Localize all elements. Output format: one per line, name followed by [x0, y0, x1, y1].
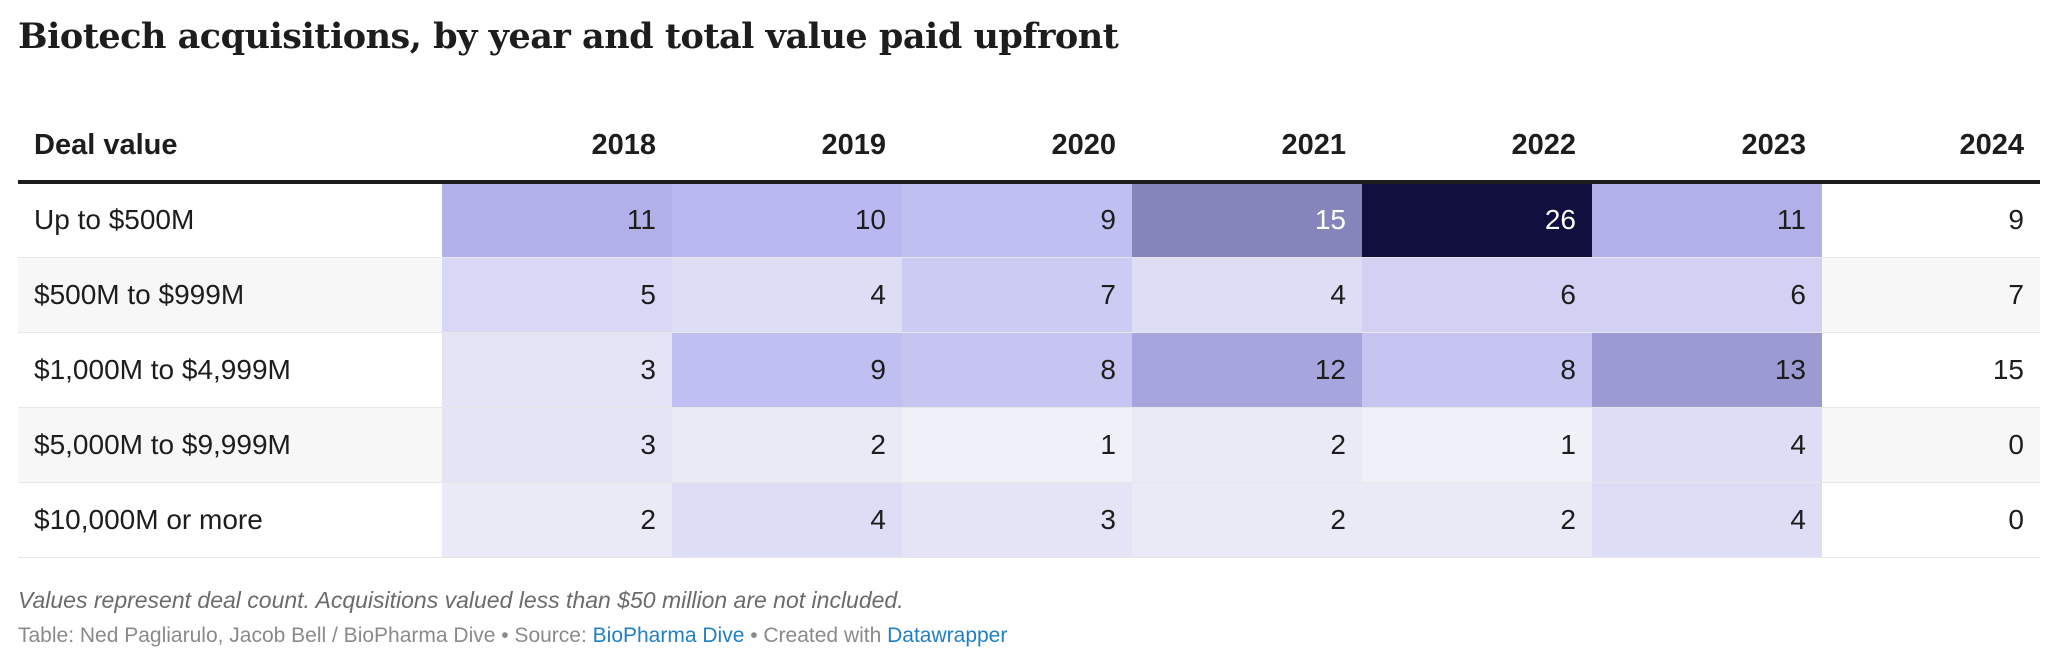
heat-cell: 1 [902, 407, 1132, 483]
created-with-text: • Created with [744, 624, 888, 647]
heat-cell: 15 [1132, 182, 1362, 258]
heatmap-table: Deal value 2018 2019 2020 2021 2022 2023… [18, 110, 2040, 558]
chart-notes: Values represent deal count. Acquisition… [18, 584, 2040, 654]
heat-cell: 12 [1132, 332, 1362, 408]
heat-cell: 4 [672, 482, 902, 558]
heat-cell: 2 [442, 482, 672, 558]
heat-cell: 11 [442, 182, 672, 258]
heat-cell: 2 [672, 407, 902, 483]
heat-cell: 4 [1592, 482, 1822, 558]
table-row: Up to $500M 11 10 9 15 26 11 9 [18, 182, 2040, 258]
heat-cell: 1 [1362, 407, 1592, 483]
heat-cell: 0 [1822, 407, 2040, 483]
row-label: $1,000M to $4,999M [18, 332, 442, 408]
heat-cell: 13 [1592, 332, 1822, 408]
credit-prefix: Table: Ned Pagliarulo, Jacob Bell / BioP… [18, 624, 593, 647]
table-body: Up to $500M 11 10 9 15 26 11 9 $500M to $999M 5 4 7… [18, 182, 2040, 558]
chart-title: Biotech acquisitions, by year and total … [18, 16, 1119, 57]
row-header: Deal value [18, 110, 442, 184]
row-label: $10,000M or more [18, 482, 442, 558]
chart-container: Biotech acquisitions, by year and total … [18, 14, 2040, 647]
table-row: $1,000M to $4,999M 3 9 8 12 8 13 15 [18, 332, 2040, 408]
heat-cell: 9 [1822, 182, 2040, 258]
table-row: $10,000M or more 2 4 3 2 2 4 0 [18, 482, 2040, 558]
heat-cell: 4 [1592, 407, 1822, 483]
row-label: $5,000M to $9,999M [18, 407, 442, 483]
heat-cell: 2 [1132, 407, 1362, 483]
heat-cell: 26 [1362, 182, 1592, 258]
heat-cell: 5 [442, 257, 672, 333]
heat-cell: 10 [672, 182, 902, 258]
heat-cell: 0 [1822, 482, 2040, 558]
column-header: 2018 [442, 110, 672, 184]
source-link[interactable]: BioPharma Dive [592, 624, 745, 647]
heat-cell: 3 [902, 482, 1132, 558]
heat-cell: 2 [1362, 482, 1592, 558]
heat-cell: 9 [672, 332, 902, 408]
heat-cell: 15 [1822, 332, 2040, 408]
heat-cell: 2 [1132, 482, 1362, 558]
heat-cell: 11 [1592, 182, 1822, 258]
description-note: Values represent deal count. Acquisition… [18, 587, 904, 613]
table-row: $5,000M to $9,999M 3 2 1 2 1 4 0 [18, 407, 2040, 483]
heat-cell: 7 [1822, 257, 2040, 333]
heat-cell: 9 [902, 182, 1132, 258]
heat-cell: 4 [1132, 257, 1362, 333]
column-header: 2023 [1592, 110, 1822, 184]
datawrapper-link[interactable]: Datawrapper [887, 624, 1008, 647]
heat-cell: 8 [902, 332, 1132, 408]
heat-cell: 4 [672, 257, 902, 333]
row-label: $500M to $999M [18, 257, 442, 333]
credits-line: Table: Ned Pagliarulo, Jacob Bell / BioP… [18, 618, 2040, 654]
heat-cell: 6 [1362, 257, 1592, 333]
table-row: $500M to $999M 5 4 7 4 6 6 7 [18, 257, 2040, 333]
heat-cell: 8 [1362, 332, 1592, 408]
column-header: 2022 [1362, 110, 1592, 184]
column-header: 2024 [1822, 110, 2040, 184]
column-header: 2021 [1132, 110, 1362, 184]
header-row: Deal value 2018 2019 2020 2021 2022 2023… [18, 110, 2040, 184]
heat-cell: 6 [1592, 257, 1822, 333]
heat-cell: 3 [442, 407, 672, 483]
column-header: 2019 [672, 110, 902, 184]
heat-cell: 7 [902, 257, 1132, 333]
row-label: Up to $500M [18, 182, 442, 258]
column-header: 2020 [902, 110, 1132, 184]
heat-cell: 3 [442, 332, 672, 408]
